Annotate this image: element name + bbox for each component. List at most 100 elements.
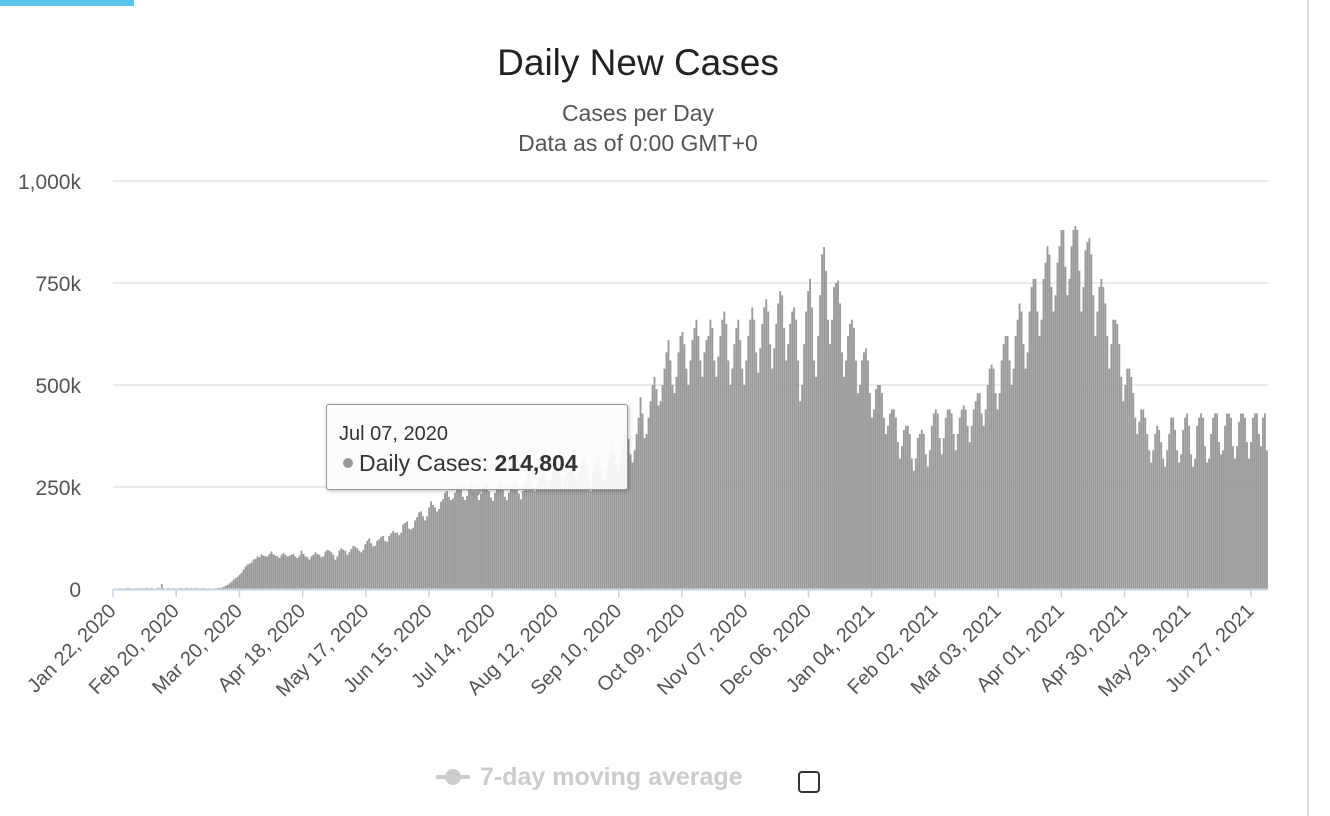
bar[interactable] [1220, 454, 1222, 589]
bar[interactable] [262, 555, 265, 589]
bar[interactable] [545, 481, 548, 589]
bar[interactable] [821, 254, 823, 589]
bar[interactable] [551, 470, 554, 589]
bar[interactable] [793, 307, 796, 589]
bar[interactable] [282, 553, 285, 589]
bar[interactable] [290, 554, 293, 589]
bar[interactable] [583, 455, 586, 589]
bar[interactable] [775, 323, 778, 589]
bar[interactable] [264, 556, 267, 589]
bar[interactable] [970, 425, 973, 589]
bar[interactable] [1062, 229, 1065, 589]
bar[interactable] [998, 393, 1001, 589]
bar[interactable] [691, 340, 694, 589]
bar[interactable] [268, 553, 271, 589]
bar[interactable] [334, 559, 337, 589]
bar[interactable] [1248, 458, 1250, 589]
bar[interactable] [346, 554, 349, 589]
bar[interactable] [759, 348, 762, 589]
bar[interactable] [898, 458, 901, 589]
bar[interactable] [956, 433, 959, 589]
bar[interactable] [942, 438, 945, 589]
bar[interactable] [390, 533, 393, 589]
bar[interactable] [1114, 319, 1117, 589]
bar[interactable] [1164, 466, 1167, 589]
bar[interactable] [1122, 401, 1125, 589]
bar[interactable] [539, 470, 542, 589]
bar[interactable] [811, 307, 814, 589]
bar[interactable] [948, 409, 951, 589]
bar[interactable] [372, 546, 375, 589]
bar[interactable] [711, 327, 714, 589]
bar[interactable] [472, 487, 474, 589]
bar[interactable] [769, 344, 772, 589]
bar[interactable] [312, 554, 315, 589]
bar[interactable] [1002, 344, 1005, 589]
bar[interactable] [619, 458, 622, 589]
bar[interactable] [366, 540, 369, 589]
bar[interactable] [424, 520, 427, 589]
bar[interactable] [1036, 311, 1039, 589]
bar[interactable] [823, 247, 825, 589]
bar[interactable] [1208, 458, 1210, 589]
bar[interactable] [434, 507, 437, 589]
bar[interactable] [888, 413, 891, 589]
moving-average-checkbox[interactable] [798, 771, 820, 793]
bar[interactable] [344, 550, 347, 589]
bar[interactable] [242, 569, 245, 589]
bar[interactable] [1194, 458, 1197, 589]
bar[interactable] [328, 550, 331, 589]
bar[interactable] [1026, 352, 1029, 589]
bar[interactable] [314, 552, 317, 589]
bar[interactable] [517, 493, 520, 589]
bar[interactable] [452, 498, 454, 589]
bar[interactable] [1006, 336, 1009, 589]
bar[interactable] [358, 550, 361, 589]
bar[interactable] [617, 473, 620, 589]
bar[interactable] [513, 479, 516, 589]
bar[interactable] [621, 446, 624, 589]
bar[interactable] [294, 556, 297, 589]
bar[interactable] [486, 484, 488, 589]
bar[interactable] [623, 433, 626, 589]
bar[interactable] [1082, 287, 1085, 589]
bar[interactable] [316, 553, 319, 589]
bar[interactable] [755, 352, 758, 589]
bar[interactable] [1118, 344, 1121, 589]
bar[interactable] [320, 557, 323, 589]
bar[interactable] [1172, 417, 1175, 589]
bar[interactable] [902, 429, 905, 589]
bar[interactable] [398, 535, 401, 589]
bar[interactable] [994, 393, 997, 589]
bar[interactable] [230, 581, 233, 589]
bar[interactable] [922, 433, 925, 589]
bar[interactable] [908, 433, 911, 589]
bar[interactable] [450, 500, 452, 589]
bar[interactable] [1054, 295, 1057, 589]
bar[interactable] [799, 401, 802, 589]
bar[interactable] [930, 425, 933, 589]
bar[interactable] [1110, 344, 1113, 589]
bar[interactable] [476, 496, 478, 589]
bar[interactable] [651, 385, 654, 589]
bar[interactable] [1126, 368, 1129, 589]
bar[interactable] [988, 368, 991, 589]
bar[interactable] [1246, 442, 1248, 589]
bar[interactable] [256, 556, 259, 589]
bar[interactable] [1216, 413, 1218, 589]
bar[interactable] [881, 393, 883, 589]
bar[interactable] [1048, 254, 1051, 589]
bar[interactable] [946, 409, 949, 589]
bar[interactable] [246, 564, 249, 589]
bar[interactable] [1180, 454, 1183, 589]
bar[interactable] [1140, 409, 1143, 589]
bar[interactable] [896, 442, 899, 589]
bar[interactable] [603, 481, 606, 589]
bar[interactable] [1210, 433, 1212, 589]
bar[interactable] [1176, 450, 1179, 589]
bar[interactable] [338, 550, 341, 589]
bar[interactable] [771, 368, 774, 589]
bar[interactable] [270, 551, 273, 589]
bar[interactable] [1138, 421, 1141, 589]
bar[interactable] [318, 554, 321, 589]
